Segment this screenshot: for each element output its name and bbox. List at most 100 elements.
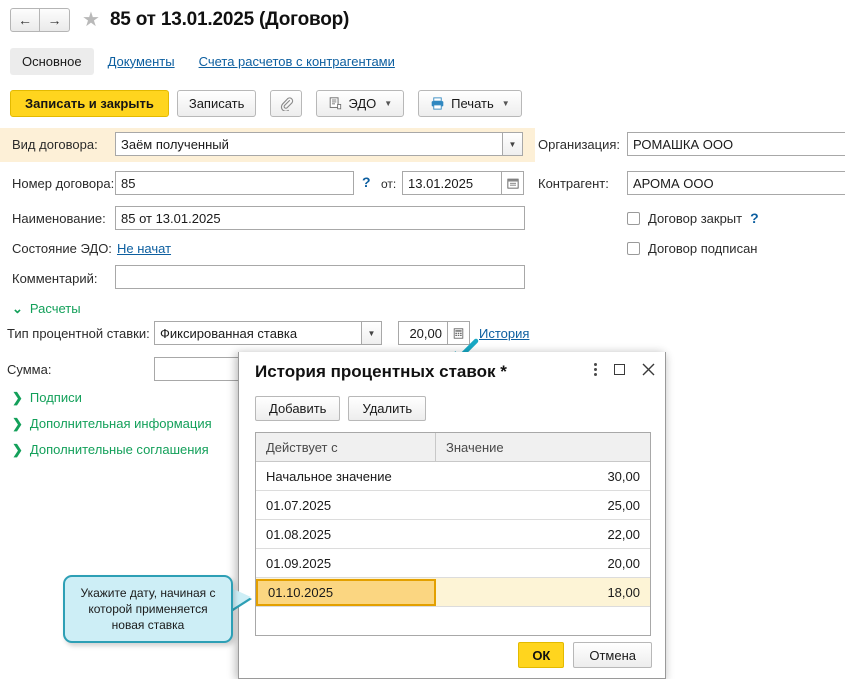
tab-scheta-raschetov[interactable]: Счета расчетов с контрагентами [198, 53, 395, 69]
cell-value[interactable]: 22,00 [607, 526, 640, 542]
maximize-icon[interactable] [614, 364, 625, 375]
counterparty-field-wrap: АРОМА ООО [627, 171, 845, 195]
table-row[interactable]: 01.08.2025 22,00 [256, 520, 650, 549]
organization-field-wrap: РОМАШКА ООО [627, 132, 845, 156]
cell-date[interactable]: 01.07.2025 [266, 497, 332, 513]
print-label: Печать [451, 95, 494, 111]
contract-number-help-icon[interactable]: ? [362, 174, 371, 190]
table-row[interactable]: 01.09.2025 20,00 [256, 549, 650, 578]
cell-value[interactable]: 20,00 [607, 555, 640, 571]
ok-button[interactable]: ОК [518, 642, 565, 668]
table-row[interactable]: Начальное значение 30,00 [256, 462, 650, 491]
history-link[interactable]: История [479, 326, 530, 341]
comment-label: Комментарий: [12, 271, 98, 286]
counterparty-label: Контрагент: [538, 176, 609, 191]
name-label: Наименование: [12, 211, 106, 226]
delete-button[interactable]: Удалить [348, 396, 427, 421]
edo-button[interactable]: ЭДО ▼ [316, 89, 405, 117]
edo-document-icon [328, 96, 342, 111]
dialog-window-controls [594, 363, 655, 376]
amount-label: Сумма: [7, 362, 52, 377]
contract-type-label: Вид договора: [12, 137, 98, 152]
save-button[interactable]: Записать [176, 89, 257, 117]
contract-type-dropdown-button[interactable]: ▼ [503, 132, 523, 156]
contract-date-label: от: [381, 177, 397, 191]
contract-closed-row: Договор закрыт ? [627, 210, 759, 226]
name-input[interactable]: 85 от 13.01.2025 [115, 206, 525, 230]
contract-closed-label: Договор закрыт [648, 210, 743, 226]
save-and-close-button[interactable]: Записать и закрыть [10, 89, 169, 117]
nav-tabs: Основное Документы Счета расчетов с конт… [10, 46, 405, 76]
cancel-button[interactable]: Отмена [573, 642, 652, 668]
cell-value[interactable]: 30,00 [607, 468, 640, 484]
paperclip-button[interactable] [270, 89, 303, 117]
cell-value[interactable]: 25,00 [607, 497, 640, 513]
organization-input[interactable]: РОМАШКА ООО [627, 132, 845, 156]
cell-date[interactable]: 01.09.2025 [266, 555, 332, 571]
rate-type-label: Тип процентной ставки: [7, 326, 150, 341]
close-icon[interactable] [642, 363, 655, 376]
contract-signed-checkbox[interactable] [627, 242, 640, 255]
chevron-down-icon: ▼ [508, 139, 517, 149]
chevron-right-icon: ❯ [12, 442, 23, 457]
section-podpisi[interactable]: ❯ Подписи [12, 390, 82, 405]
section-podpisi-label: Подписи [29, 390, 82, 405]
tab-dokumenty[interactable]: Документы [107, 53, 175, 69]
table-row[interactable]: 01.10.2025 18,00 [256, 578, 650, 607]
calculator-icon[interactable] [448, 321, 470, 345]
more-vertical-icon[interactable] [594, 363, 597, 376]
star-icon[interactable]: ★ [82, 9, 100, 31]
table-row[interactable]: 01.07.2025 25,00 [256, 491, 650, 520]
chevron-down-icon: ▼ [367, 328, 376, 338]
callout-tooltip: Укажите дату, начиная с которой применяе… [63, 575, 233, 643]
cell-value[interactable]: 18,00 [607, 584, 640, 600]
chevron-right-icon: ❯ [12, 416, 23, 431]
section-dop-informaciya-label: Дополнительная информация [29, 416, 212, 431]
section-raschety[interactable]: ⌄ Расчеты [12, 301, 81, 316]
print-button[interactable]: Печать ▼ [418, 89, 522, 117]
name-field-wrap: 85 от 13.01.2025 [115, 206, 525, 230]
calendar-icon[interactable] [502, 171, 524, 195]
contract-number-input[interactable]: 85 [115, 171, 354, 195]
cell-date[interactable]: Начальное значение [266, 468, 392, 484]
table-header-row: Действует с Значение [256, 433, 650, 462]
edo-state-link[interactable]: Не начат [117, 241, 172, 256]
cell-date[interactable]: 01.10.2025 [256, 578, 436, 606]
rate-type-input[interactable]: Фиксированная ставка [154, 321, 362, 345]
contract-date-input[interactable]: 13.01.2025 [402, 171, 502, 195]
forward-icon[interactable]: → [40, 8, 70, 32]
command-bar: Записать и закрыть Записать ЭДО ▼ [10, 89, 522, 117]
navigation-buttons: ← → [10, 8, 70, 32]
back-icon[interactable]: ← [10, 8, 40, 32]
section-dop-informaciya[interactable]: ❯ Дополнительная информация [12, 416, 212, 431]
rate-value-field-wrap: 20,00 [398, 321, 470, 345]
tab-osnovnoe[interactable]: Основное [10, 47, 94, 75]
comment-input[interactable] [115, 265, 525, 289]
contract-signed-label: Договор подписан [648, 241, 758, 256]
section-raschety-label: Расчеты [29, 301, 81, 316]
add-button[interactable]: Добавить [255, 396, 341, 421]
rate-type-dropdown-button[interactable]: ▼ [362, 321, 382, 345]
counterparty-input[interactable]: АРОМА ООО [627, 171, 845, 195]
contract-number-field-wrap: 85 [115, 171, 354, 195]
paperclip-icon [279, 96, 294, 112]
section-dop-soglasheniya[interactable]: ❯ Дополнительные соглашения [12, 442, 209, 457]
interest-rate-history-dialog: История процентных ставок * Добавить Уда… [238, 352, 666, 679]
comment-field-wrap [115, 265, 525, 289]
rate-history-table: Действует с Значение Начальное значение 3… [255, 432, 651, 636]
contract-type-input[interactable]: Заём полученный [115, 132, 503, 156]
cell-date[interactable]: 01.08.2025 [266, 526, 332, 542]
contract-number-label: Номер договора: [12, 176, 115, 191]
title-bar: ← → ★ 85 от 13.01.2025 (Договор) [0, 0, 845, 40]
printer-icon [430, 96, 445, 111]
table-body: Начальное значение 30,00 01.07.2025 25,00 01… [256, 462, 650, 607]
contract-closed-help-icon[interactable]: ? [750, 210, 759, 226]
rate-value-input[interactable]: 20,00 [398, 321, 448, 345]
column-header-value[interactable]: Значение [446, 439, 504, 455]
organization-label: Организация: [538, 137, 621, 152]
contract-closed-checkbox[interactable] [627, 211, 640, 225]
column-header-date[interactable]: Действует с [256, 433, 436, 461]
chevron-down-icon: ▼ [384, 98, 393, 108]
contract-signed-row: Договор подписан [627, 241, 757, 256]
